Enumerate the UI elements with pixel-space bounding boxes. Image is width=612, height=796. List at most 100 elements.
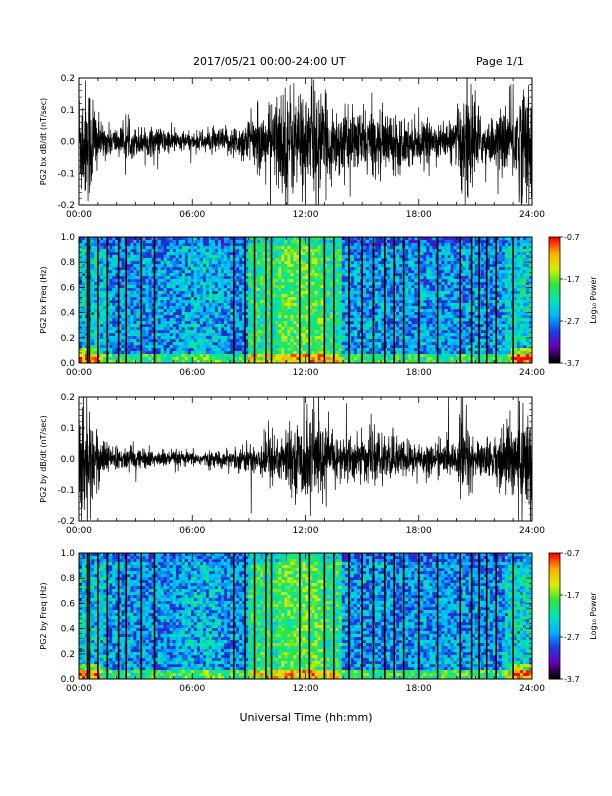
spectrogram-cell (420, 264, 423, 267)
spectrogram-cell (206, 312, 209, 315)
spectrogram-cell (230, 258, 233, 261)
spectrogram-cell (345, 306, 348, 309)
spectrogram-cell (158, 324, 161, 327)
spectrogram-cell (260, 276, 263, 279)
spectrogram-cell (432, 270, 435, 273)
spectrogram-cell (390, 255, 393, 258)
spectrogram-cell (230, 294, 233, 297)
spectrogram-cell (293, 294, 296, 297)
spectrogram-cell (185, 345, 188, 348)
spectrogram-cell (221, 342, 224, 345)
spectrogram-cell (302, 351, 305, 354)
spectrogram-cell (227, 348, 230, 351)
spectrogram-cell (369, 294, 372, 297)
spectrogram-cell (158, 315, 161, 318)
spectrogram-cell (91, 291, 94, 294)
spectrogram-cell (411, 264, 414, 267)
spectrogram-cell (327, 279, 330, 282)
spectrogram-cell (306, 279, 309, 282)
spectrogram-cell (212, 324, 215, 327)
spectrogram-cell (230, 297, 233, 300)
spectrogram-cell (145, 291, 148, 294)
spectrogram-cell (312, 357, 315, 360)
spectrogram-cell (164, 336, 167, 339)
spectrogram-cell (281, 246, 284, 249)
spectrogram-cell (130, 282, 133, 285)
spectrogram-cell (239, 294, 242, 297)
spectrogram-cell (100, 276, 103, 279)
spectrogram-cell (133, 294, 136, 297)
spectrogram-cell (287, 336, 290, 339)
spectrogram-cell (103, 273, 106, 276)
spectrogram-cell (236, 300, 239, 303)
spectrogram-cell (366, 327, 369, 330)
spectrogram-cell (345, 345, 348, 348)
spectrogram-cell (136, 321, 139, 324)
spectrogram-cell (257, 339, 260, 342)
spectrogram-cell (396, 288, 399, 291)
spectrogram-cell (432, 309, 435, 312)
spectrogram-cell (203, 336, 206, 339)
spectrogram-cell (224, 279, 227, 282)
spectrogram-cell (351, 249, 354, 252)
spectrogram-cell (167, 336, 170, 339)
spectrogram-cell (378, 279, 381, 282)
spectrogram-cell (306, 240, 309, 243)
spectrogram-cell (327, 354, 330, 357)
spectrogram-cell (209, 303, 212, 306)
spectrogram-cell (293, 288, 296, 291)
spectrogram-cell (444, 258, 447, 261)
spectrogram-cell (109, 258, 112, 261)
spectrogram-cell (306, 288, 309, 291)
spectrogram-cell (306, 273, 309, 276)
spectrogram-cell (463, 330, 466, 333)
spectrogram-cell (447, 351, 450, 354)
spectrogram-cell (224, 336, 227, 339)
spectrogram-cell (378, 306, 381, 309)
spectrogram-cell (215, 351, 218, 354)
spectrogram-cell (145, 273, 148, 276)
spectrogram-cell (339, 258, 342, 261)
spectrogram-cell (369, 327, 372, 330)
spectrogram-cell (306, 357, 309, 360)
spectrogram-cell (375, 333, 378, 336)
spectrogram-cell (429, 330, 432, 333)
spectrogram-cell (357, 267, 360, 270)
spectrogram-cell (444, 333, 447, 336)
spectrogram-cell (91, 357, 94, 360)
spectrogram-cell (432, 294, 435, 297)
spectrogram-cell (408, 342, 411, 345)
spectrogram-cell (426, 318, 429, 321)
spectrogram-cell (381, 285, 384, 288)
spectrogram-cell (330, 282, 333, 285)
spectrogram-cell (260, 264, 263, 267)
spectrogram-cell (158, 258, 161, 261)
spectrogram-cell (378, 342, 381, 345)
spectrogram-cell (366, 240, 369, 243)
spectrogram-cell (266, 258, 269, 261)
spectrogram-cell (405, 276, 408, 279)
spectrogram-cell (378, 252, 381, 255)
spectrogram-cell (164, 357, 167, 360)
spectrogram-cell (278, 306, 281, 309)
spectrogram-cell (194, 309, 197, 312)
spectrogram-cell (369, 270, 372, 273)
spectrogram-cell (287, 294, 290, 297)
spectrogram-cell (318, 354, 321, 357)
spectrogram-cell (272, 345, 275, 348)
spectrogram-cell (148, 240, 151, 243)
spectrogram-cell (357, 291, 360, 294)
spectrogram-cell (453, 345, 456, 348)
spectrogram-cell (91, 282, 94, 285)
spectrogram-cell (94, 294, 97, 297)
spectrogram-cell (170, 303, 173, 306)
spectrogram-cell (342, 261, 345, 264)
spectrogram-cell (103, 348, 106, 351)
spectrogram-cell (284, 348, 287, 351)
spectrogram-cell (145, 339, 148, 342)
spectrogram-cell (438, 273, 441, 276)
spectrogram-cell (453, 297, 456, 300)
spectrogram-cell (260, 306, 263, 309)
spectrogram-cell (221, 309, 224, 312)
spectrogram-cell (366, 279, 369, 282)
